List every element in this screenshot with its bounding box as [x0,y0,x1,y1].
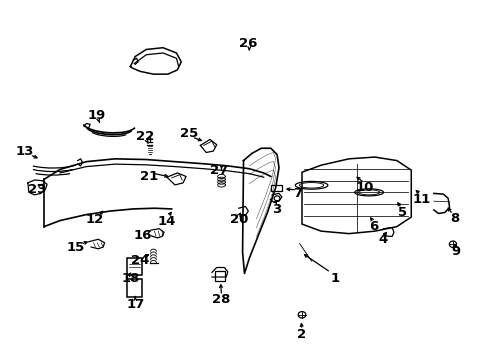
Text: 28: 28 [212,293,230,306]
Text: 25: 25 [180,127,198,140]
Text: 10: 10 [354,181,373,194]
Text: 24: 24 [131,254,149,267]
Text: 4: 4 [378,234,387,247]
Bar [126,279,142,297]
Bar [271,185,281,191]
Text: 12: 12 [86,213,104,226]
Text: 27: 27 [210,164,228,177]
Bar [126,258,142,275]
Text: 26: 26 [239,37,257,50]
Text: 2: 2 [297,328,306,341]
Text: 20: 20 [229,213,247,226]
Text: 9: 9 [451,245,460,258]
Text: 22: 22 [135,130,154,143]
Bar [214,271,225,280]
Text: 23: 23 [28,183,46,196]
Text: 16: 16 [133,229,152,242]
Text: 13: 13 [16,145,34,158]
Text: 6: 6 [368,220,378,233]
Text: 1: 1 [330,272,340,285]
Text: 14: 14 [157,215,176,228]
Text: 18: 18 [121,271,140,284]
Text: 3: 3 [272,203,281,216]
Text: 11: 11 [412,193,430,206]
Text: 21: 21 [139,170,158,183]
Text: 5: 5 [397,206,407,219]
Text: 8: 8 [450,212,459,225]
Text: 15: 15 [66,240,85,253]
Text: 7: 7 [292,187,301,200]
Text: 19: 19 [87,109,106,122]
Text: 17: 17 [126,298,144,311]
